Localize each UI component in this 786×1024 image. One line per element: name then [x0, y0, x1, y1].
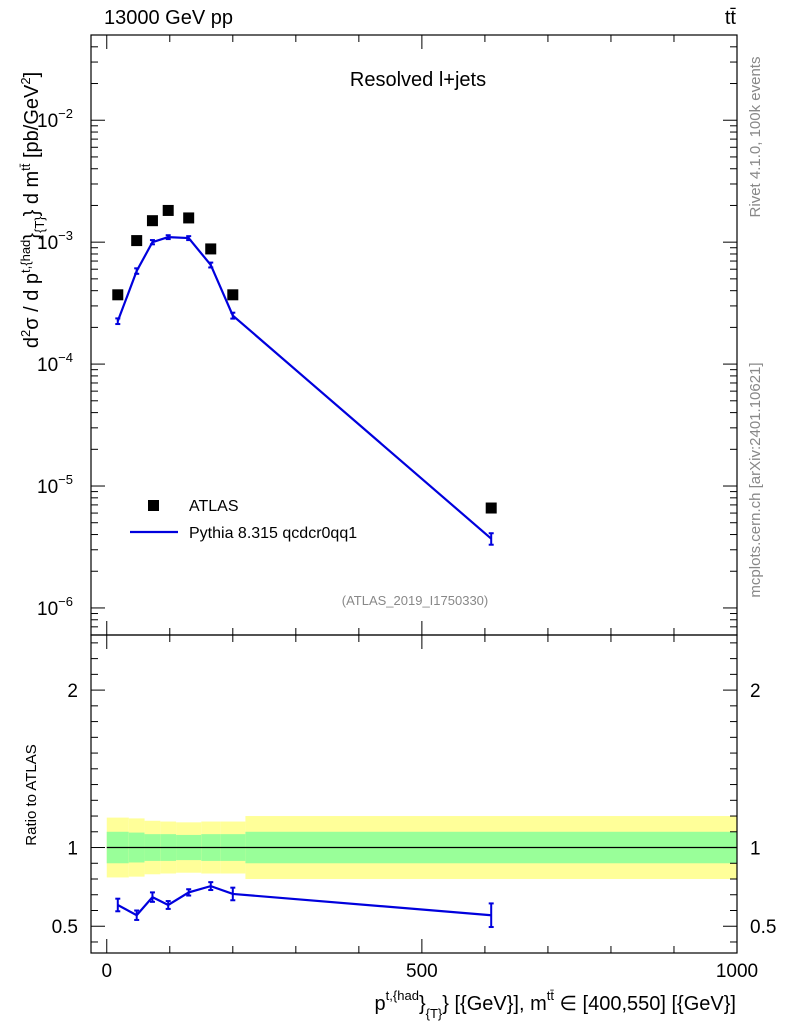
ratio-frame	[90, 634, 738, 954]
atlas-data-point	[183, 212, 195, 224]
ratio-series-layer	[115, 881, 494, 929]
main-y-tick-label: 10−5	[37, 472, 73, 498]
legend-pythia-label: Pythia 8.315 qcdcr0qq1	[189, 525, 357, 542]
ratio-panel: 0.5 0.5 1 1 2 2 0 500 1000 Ratio to ATLAS pt,{ha…	[23, 634, 777, 1021]
ratio-y-tick-label-right: 2	[750, 681, 761, 702]
ratio-tick-labels: 0.5 0.5 1 1 2 2 0 500 1000	[52, 681, 777, 982]
ratio-y-tick-label-left: 0.5	[52, 917, 78, 938]
ratio-y-tick-label-left: 1	[67, 839, 78, 860]
analysis-watermark: (ATLAS_2019_I1750330)	[342, 593, 488, 608]
atlas-data-point	[131, 235, 143, 247]
legend-atlas-label: ATLAS	[189, 498, 239, 515]
main-y-tick-label: 10−4	[37, 350, 73, 376]
ratio-y-tick-label-right: 1	[750, 839, 761, 860]
main-axis-ticks	[91, 34, 738, 636]
ratio-axis-ticks	[91, 635, 738, 953]
header-right-label: tt̄	[725, 7, 737, 29]
x-tick-label: 500	[406, 961, 438, 982]
main-y-tick-label: 10−6	[37, 594, 73, 620]
main-series-layer	[112, 204, 497, 546]
main-y-tick-label: 10−2	[37, 106, 73, 132]
rivet-version-label: Rivet 4.1.0, 100k events	[747, 57, 764, 218]
main-y-axis-title: d2σ / d pt,{had}{T}} d mtt̄ [pb/GeV2]	[18, 72, 47, 348]
atlas-data-point	[205, 243, 217, 255]
ratio-y-tick-label-left: 2	[67, 681, 78, 702]
chart-title: Resolved l+jets	[350, 69, 486, 91]
header-left-label: 13000 GeV pp	[104, 7, 233, 29]
main-y-tick-label: 10−3	[37, 228, 73, 254]
legend-atlas-marker	[148, 500, 159, 511]
main-y-tick-labels: 10−6 10−5 10−4 10−3 10−2	[37, 106, 73, 620]
x-tick-label: 0	[101, 961, 112, 982]
ratio-y-tick-label-right: 0.5	[750, 917, 776, 938]
atlas-data-point	[227, 289, 239, 301]
ratio-uncertainty-bands	[106, 816, 737, 880]
ratio-pythia-line	[117, 884, 492, 917]
x-axis-title: pt,{had}{T}} [{GeV}], mtt̄ ∈ [400,550] […	[375, 988, 736, 1021]
main-frame	[90, 34, 738, 636]
ratio-y-axis-title: Ratio to ATLAS	[23, 744, 40, 845]
x-tick-label: 1000	[716, 961, 758, 982]
legend: ATLAS Pythia 8.315 qcdcr0qq1	[130, 498, 357, 542]
atlas-data-point	[485, 502, 497, 514]
atlas-data-point	[146, 215, 158, 227]
atlas-data-point	[162, 204, 174, 216]
pythia-line	[116, 236, 492, 540]
mcplots-source-label: mcplots.cern.ch [arXiv:2401.10621]	[747, 362, 764, 597]
atlas-data-point	[112, 289, 124, 301]
main-panel: Resolved l+jets (ATLAS_2019_I1750330) 10…	[18, 34, 738, 636]
